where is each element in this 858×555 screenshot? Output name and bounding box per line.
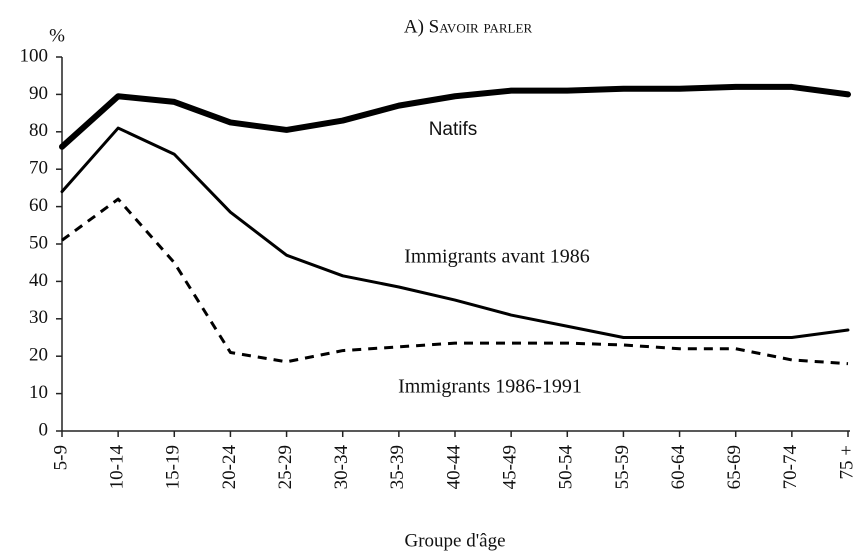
x-tick-label: 30-34 [331,445,352,490]
y-tick-label: 70 [29,158,48,179]
y-tick-label: 50 [29,232,48,253]
y-tick-label: 90 [29,83,48,104]
x-tick-label: 25-29 [275,445,296,489]
y-tick-label: 20 [29,345,48,366]
x-tick-label: 5-9 [50,445,71,470]
y-tick-label: 40 [29,270,48,291]
y-tick-label: 30 [29,307,48,328]
x-tick-label: 50-54 [556,445,577,490]
series-line [61,197,849,366]
series-line [60,126,850,339]
x-tick-label: 70-74 [780,445,801,490]
y-tick-label: 0 [39,419,49,440]
x-tick-label: 40-44 [443,445,464,490]
y-tick-label: 60 [29,195,48,216]
x-tick-label: 60-64 [668,445,689,490]
y-tick-label: 100 [20,45,49,66]
x-tick-label: 55-59 [612,445,633,489]
x-axis-label: Groupe d'âge [404,530,505,551]
y-tick-label: 80 [29,120,48,141]
series-label: Immigrants avant 1986 [404,246,590,268]
series-line [59,83,851,150]
series-label: Natifs [429,119,478,140]
y-tick-label: 10 [29,382,48,403]
series-label: Immigrants 1986-1991 [398,376,582,398]
chart-title: A) Savoir parler [404,16,533,37]
x-tick-label: 45-49 [500,445,521,489]
x-tick-label: 65-69 [724,445,745,489]
x-tick-label: 10-14 [107,445,128,490]
x-tick-label: 15-19 [163,445,184,489]
x-tick-label: 35-39 [387,445,408,489]
x-tick-label: 75 + [836,445,857,479]
y-axis-label: % [49,25,65,46]
x-tick-label: 20-24 [219,445,240,490]
